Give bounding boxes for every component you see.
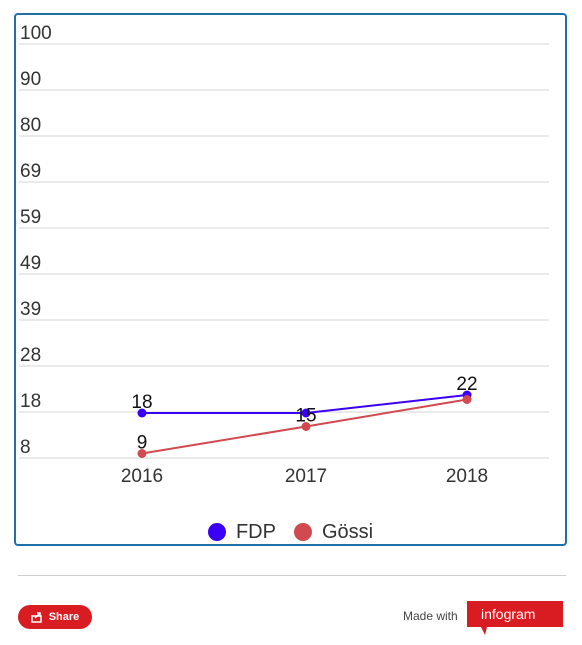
y-tick-label: 100 [20,23,52,44]
y-tick-label: 80 [20,115,41,136]
legend-item-gossi[interactable]: Gössi [293,520,374,544]
data-label: 18 [131,392,152,413]
data-point [301,422,311,431]
infogram-brand-link[interactable]: infogram [467,601,563,637]
y-tick-label: 8 [20,437,31,458]
legend-swatch-fdp [207,523,226,541]
data-point [301,408,311,418]
line-chart: 100 90 80 69 59 49 39 28 18 8 2016 2017 2018 18 22 9 15 [19,23,549,487]
y-tick-label: 39 [20,299,41,320]
y-tick-label: 49 [20,253,41,274]
y-tick-label: 90 [20,69,41,90]
legend-label-fdp: FDP [235,520,276,543]
share-button[interactable]: Share [18,605,92,629]
y-tick-label: 69 [20,161,41,182]
chart-frame: 100 90 80 69 59 49 39 28 18 8 2016 2017 2018 18 22 9 15 … [14,13,567,546]
y-tick-label: 18 [20,391,41,412]
legend-swatch-gossi [293,523,312,541]
legend: FDP Gössi [16,517,565,547]
share-label: Share [48,611,80,623]
made-with-label: Made with [403,609,458,623]
share-icon [30,612,42,623]
x-tick-label: 2016 [121,466,163,487]
data-label: 9 [137,433,148,454]
y-tick-label: 28 [20,345,41,366]
data-label: 15 [295,406,316,427]
data-point [462,395,472,404]
legend-label-gossi: Gössi [321,520,374,543]
legend-item-fdp[interactable]: FDP [207,520,276,544]
x-tick-label: 2017 [285,466,327,487]
y-tick-label: 59 [20,207,41,228]
brand-label: infogram [481,606,536,622]
data-point [137,408,147,418]
data-point [137,449,147,458]
footer-divider [18,575,566,576]
data-label: 22 [456,374,477,395]
infogram-logo [467,601,563,635]
x-tick-label: 2018 [446,466,488,487]
